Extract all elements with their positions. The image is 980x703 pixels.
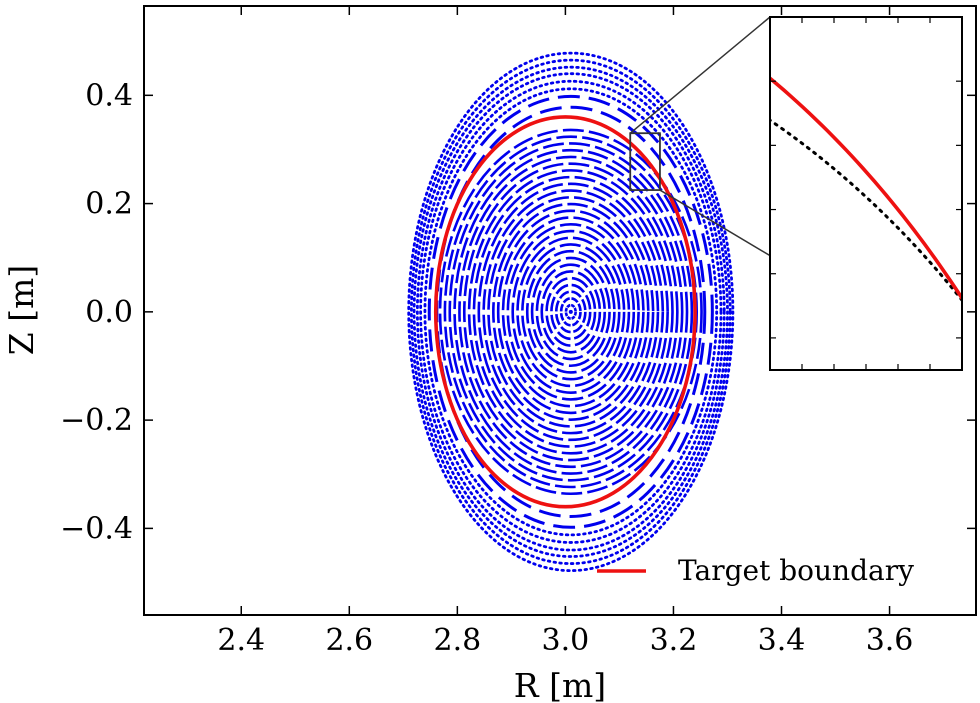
flux-surface: [482, 189, 660, 435]
flux-surface: [511, 229, 631, 394]
x-tick-label: 3.4: [758, 623, 806, 658]
x-tick-label: 3.6: [866, 623, 914, 658]
flux-surface: [492, 202, 650, 421]
x-tick-label: 2.6: [325, 623, 373, 658]
legend-label-target-boundary: Target boundary: [678, 554, 914, 587]
flux-surface: [472, 175, 669, 448]
flux-surface: [448, 142, 694, 482]
inset-target-boundary: [770, 75, 962, 302]
magnetic-axis: [568, 309, 573, 314]
flux-surface: [407, 51, 735, 573]
flux-surface: [554, 290, 587, 334]
flux-surface: [521, 243, 621, 381]
x-tick-label: 3.0: [542, 623, 590, 658]
flux-surface: [423, 87, 719, 537]
flux-surface: [415, 72, 726, 552]
flux-surface: [438, 128, 703, 496]
flux-surface: [516, 236, 626, 388]
flux-surface: [410, 58, 732, 565]
legend: Target boundary: [597, 554, 914, 587]
flux-surface: [453, 148, 689, 475]
x-tick-label: 3.2: [650, 623, 698, 658]
y-tick-label: 0.4: [85, 78, 133, 113]
x-tick-label: 2.8: [433, 623, 481, 658]
flux-surface: [550, 283, 592, 341]
flux-surface: [506, 222, 636, 401]
flux-surface: [412, 65, 729, 558]
flux-surface: [462, 162, 679, 462]
flux-surface: [525, 249, 616, 374]
flux-surface: [419, 79, 723, 544]
flux-surface: [427, 94, 714, 529]
axis-ticks: 2.4 2.6 2.8 3.0 3.2 3.4 3.6 0.4 0.2 0.0 −0.2 −0.4: [60, 6, 976, 658]
plot-frame: [143, 5, 977, 616]
target-boundary-curve: [433, 115, 697, 509]
x-tick-label: 2.4: [217, 623, 265, 658]
flux-surface: [496, 209, 645, 415]
flux-surface: [545, 276, 597, 347]
flux-surface: [535, 263, 607, 361]
flux-surface: [487, 196, 655, 428]
flux-surface: [530, 256, 611, 368]
flux-surface: [540, 270, 602, 354]
inset-axes: [769, 16, 963, 371]
y-tick-label: 0.2: [85, 187, 133, 222]
flux-surface: [458, 155, 684, 469]
flux-surface: [559, 297, 582, 327]
y-tick-label: 0.0: [85, 295, 133, 330]
flux-surface: [501, 216, 640, 408]
plot-area: [407, 51, 735, 573]
y-tick-label: −0.4: [60, 511, 133, 546]
flux-surface: [564, 303, 577, 320]
flux-surface: [477, 182, 665, 442]
y-axis-title: Z [m]: [2, 265, 41, 355]
y-tick-label: −0.2: [60, 403, 133, 438]
flux-surface: [467, 169, 674, 455]
x-axis-title: R [m]: [514, 666, 606, 703]
